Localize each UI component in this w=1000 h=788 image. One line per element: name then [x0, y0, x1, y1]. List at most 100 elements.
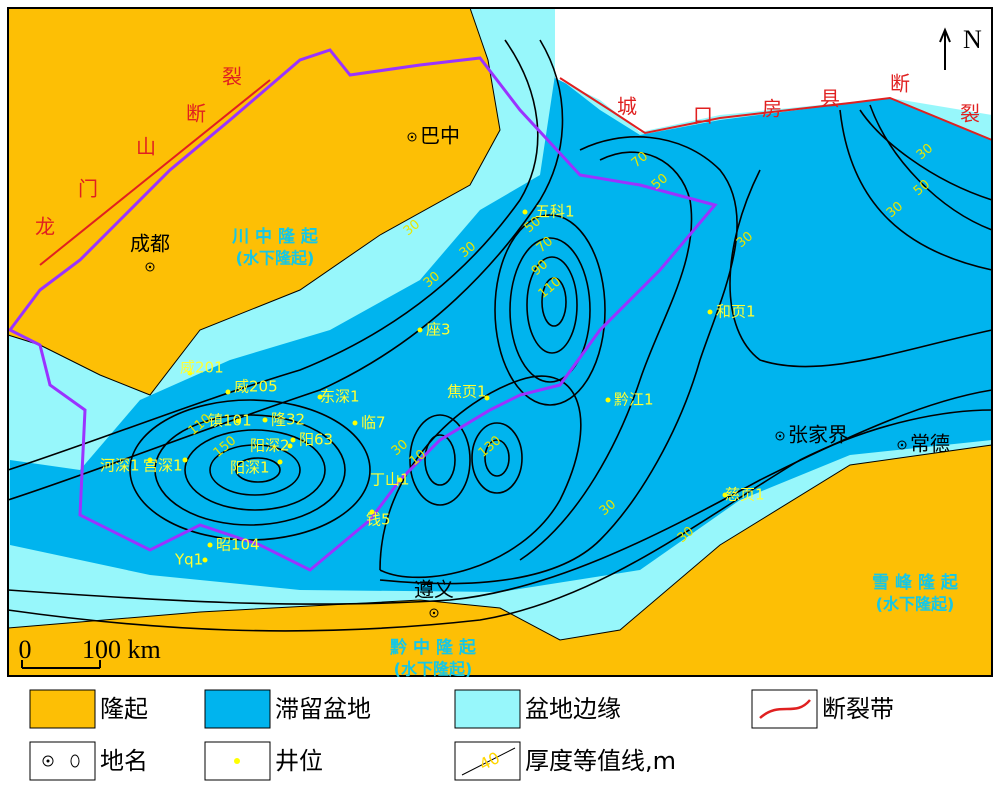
well-label: 座3 [426, 321, 451, 339]
legend-place [70, 754, 80, 768]
fault-longmenshan [39, 79, 271, 266]
place-marker [775, 431, 785, 441]
well-marker [417, 327, 423, 333]
well-marker [287, 443, 293, 449]
fault-label: 县 [820, 87, 840, 111]
well-marker [262, 417, 268, 423]
well-marker [225, 389, 231, 395]
place-label: 巴中 [420, 124, 460, 148]
place-marker [148, 265, 152, 269]
well-label: 五科1 [535, 203, 575, 221]
legend-well [234, 758, 240, 764]
well-label: 河深1 [100, 457, 140, 475]
well-marker [147, 457, 153, 463]
place-marker [145, 262, 155, 272]
well-marker [707, 309, 713, 315]
place-label: 张家界 [788, 423, 848, 447]
well-marker [605, 397, 611, 403]
study-boundary [7, 48, 718, 572]
region-note: (水下隆起) [236, 249, 315, 268]
well-marker [290, 437, 296, 443]
well-label: 阳深2 [250, 437, 290, 455]
legend-place [42, 755, 54, 767]
region-note: (水下隆起) [394, 660, 473, 679]
legend-swatch [29, 689, 96, 729]
place-label: 遵义 [414, 578, 454, 602]
well-label: 威205 [234, 378, 278, 396]
legend-label: 盆地边缘 [525, 695, 621, 723]
legend-label: 断裂带 [822, 695, 894, 723]
legend-label: 厚度等值线,m [525, 747, 676, 775]
scale-label: 100 km [82, 635, 161, 664]
well-marker [317, 394, 323, 400]
well-marker [235, 418, 241, 424]
well-label: 威201 [180, 359, 224, 377]
fault-chengkou [559, 77, 993, 141]
scale-bar [21, 660, 101, 669]
place-label: 常德 [910, 432, 950, 456]
well-label: 钱5 [366, 511, 391, 529]
well-label: 黔江1 [614, 391, 654, 409]
legend-label: 地名 [100, 747, 148, 775]
well-marker [722, 492, 728, 498]
well-marker [369, 509, 375, 515]
well-marker [484, 395, 490, 401]
fault-label: 门 [78, 177, 98, 201]
well-label: Yq1 [174, 551, 203, 569]
region-name: 雪 峰 隆 起 [872, 572, 959, 593]
fault-label: 裂 [960, 102, 980, 126]
fault-label: 城 [617, 95, 637, 119]
region-name: 川 中 隆 起 [231, 226, 319, 247]
legend-label: 井位 [275, 747, 323, 775]
land-area [555, 8, 992, 132]
north-arrow [939, 27, 951, 70]
well-marker [187, 370, 193, 376]
fault-label: 断 [186, 102, 206, 126]
place-marker [900, 443, 904, 447]
well-label: 昭104 [216, 536, 260, 554]
well-label: 隆32 [271, 411, 305, 429]
place-marker [778, 434, 782, 438]
well-marker [522, 209, 528, 215]
well-label: 阳63 [299, 431, 333, 449]
fault-label: 房 [762, 97, 782, 121]
legend-swatch [454, 689, 521, 729]
place-marker [432, 611, 436, 615]
region-note: (水下隆起) [876, 595, 955, 614]
place-marker [410, 135, 414, 139]
legend-label: 滞留盆地 [275, 695, 371, 723]
well-label: 宫深1 [143, 457, 183, 475]
well-label: 镇101 [208, 412, 252, 430]
place-marker [429, 608, 439, 618]
well-marker [182, 457, 188, 463]
well-marker [397, 477, 403, 483]
well-label: 焦页1 [447, 383, 487, 401]
well-label: 阳深1 [230, 459, 270, 477]
legend-label: 隆起 [100, 695, 148, 723]
scale-zero: 0 [19, 635, 32, 664]
place-label: 成都 [130, 232, 170, 256]
fault-label: 口 [693, 104, 713, 128]
fault-label: 断 [890, 72, 910, 96]
legend-fault [759, 699, 811, 719]
region-name: 黔 中 隆 起 [390, 637, 477, 658]
north-label: N [963, 25, 982, 54]
legend-contour [461, 747, 516, 776]
fault-label: 山 [136, 135, 156, 159]
well-marker [277, 459, 283, 465]
well-label: 慈页1 [725, 486, 765, 504]
well-label: 和页1 [716, 303, 756, 321]
legend-place [46, 759, 50, 763]
place-marker [407, 132, 417, 142]
contours [7, 39, 993, 632]
map-frame [7, 7, 993, 677]
fault-label: 裂 [222, 65, 242, 89]
legend-swatch [204, 689, 271, 729]
well-label: 东深1 [320, 388, 360, 406]
legend-swatch [29, 741, 96, 781]
well-label: 临7 [361, 414, 386, 432]
well-label: 丁山1 [370, 471, 410, 489]
well-marker [352, 420, 358, 426]
fault-label: 龙 [35, 215, 55, 239]
